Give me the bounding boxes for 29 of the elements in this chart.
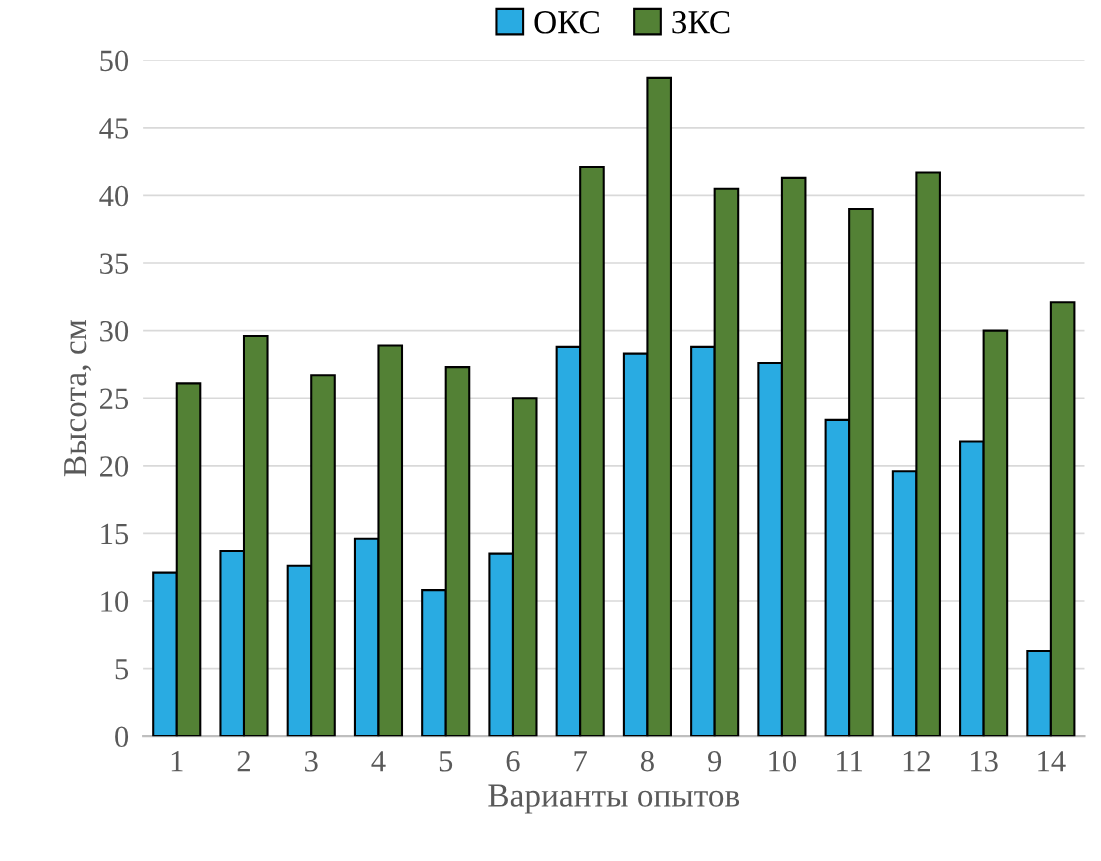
y-tick-label: 50 [100, 50, 129, 72]
legend-label: ОКС [534, 11, 599, 34]
y-tick-label: 40 [99, 185, 129, 207]
y-tick-label: 10 [101, 591, 129, 612]
x-tick-label: 11 [837, 751, 863, 772]
x-tick-label: 14 [1038, 751, 1066, 772]
x-tick-label: 7 [574, 751, 587, 772]
y-tick-label: 0 [115, 726, 129, 748]
x-tick-label: 13 [971, 751, 998, 772]
x-axis-title: Варианты опытов [488, 784, 740, 814]
legend-label: ЗКС [672, 11, 730, 34]
y-tick-label: 30 [100, 320, 129, 342]
y-tick-label: 15 [101, 523, 129, 545]
y-tick-label: 20 [100, 456, 129, 477]
y-tick-label: 35 [100, 253, 129, 274]
y-axis-title: Высота, см [64, 320, 92, 477]
y-tick-label: 25 [100, 388, 129, 410]
x-tick-label: 4 [371, 751, 386, 772]
y-tick-label: 45 [99, 118, 129, 139]
x-tick-label: 3 [305, 751, 318, 772]
x-tick-label: 5 [439, 751, 453, 772]
y-tick-label: 5 [115, 659, 129, 680]
x-tick-label: 6 [506, 751, 520, 772]
x-tick-label: 1 [171, 751, 183, 772]
x-tick-label: 2 [237, 751, 250, 772]
x-tick-label: 12 [903, 751, 930, 772]
x-tick-label: 9 [708, 751, 722, 772]
x-tick-label: 8 [640, 750, 654, 772]
x-tick-label: 10 [769, 750, 797, 772]
